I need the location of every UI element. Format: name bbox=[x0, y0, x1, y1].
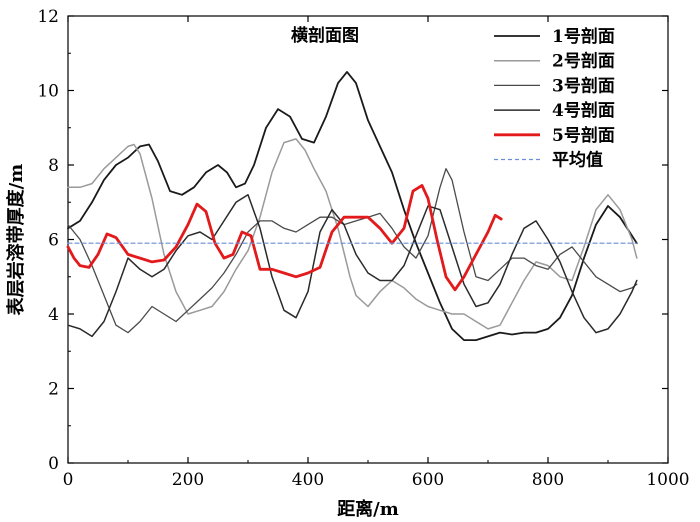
x-tick-label: 800 bbox=[532, 470, 564, 490]
series-line-2 bbox=[67, 138, 638, 330]
legend-label: 3号剖面 bbox=[552, 75, 615, 96]
series-line-3 bbox=[67, 168, 638, 334]
x-tick-label: 1000 bbox=[646, 470, 689, 490]
legend-label: 1号剖面 bbox=[552, 26, 615, 47]
legend-label: 2号剖面 bbox=[552, 51, 615, 72]
chart-title: 横剖面图 bbox=[291, 25, 359, 46]
legend-label: 4号剖面 bbox=[552, 100, 615, 121]
legend-label: 平均值 bbox=[552, 150, 603, 171]
y-tick-label: 10 bbox=[37, 82, 59, 102]
series-line-5 bbox=[66, 184, 503, 292]
x-tick-label: 200 bbox=[172, 470, 204, 490]
x-tick-label: 400 bbox=[292, 470, 324, 490]
y-tick-label: 0 bbox=[48, 454, 59, 474]
y-tick-label: 6 bbox=[48, 231, 59, 251]
x-tick-label: 0 bbox=[63, 470, 74, 490]
y-axis-title: 表层岩溶带厚度/m bbox=[5, 164, 27, 316]
y-tick-label: 12 bbox=[37, 7, 59, 27]
x-tick-label: 600 bbox=[412, 470, 444, 490]
axis-ticks: 0 200 400 600 800 1000 0 2 4 6 8 10 12 bbox=[37, 7, 689, 490]
y-tick-label: 2 bbox=[48, 380, 59, 400]
series-line-1 bbox=[67, 71, 638, 342]
y-tick-label: 8 bbox=[48, 156, 59, 176]
series-lines bbox=[66, 71, 638, 342]
series-line-4 bbox=[67, 194, 638, 338]
y-tick-label: 4 bbox=[48, 305, 59, 325]
chart-title-box bbox=[255, 18, 395, 52]
x-axis-title: 距离/m bbox=[337, 498, 399, 520]
legend-label: 5号剖面 bbox=[552, 125, 615, 146]
